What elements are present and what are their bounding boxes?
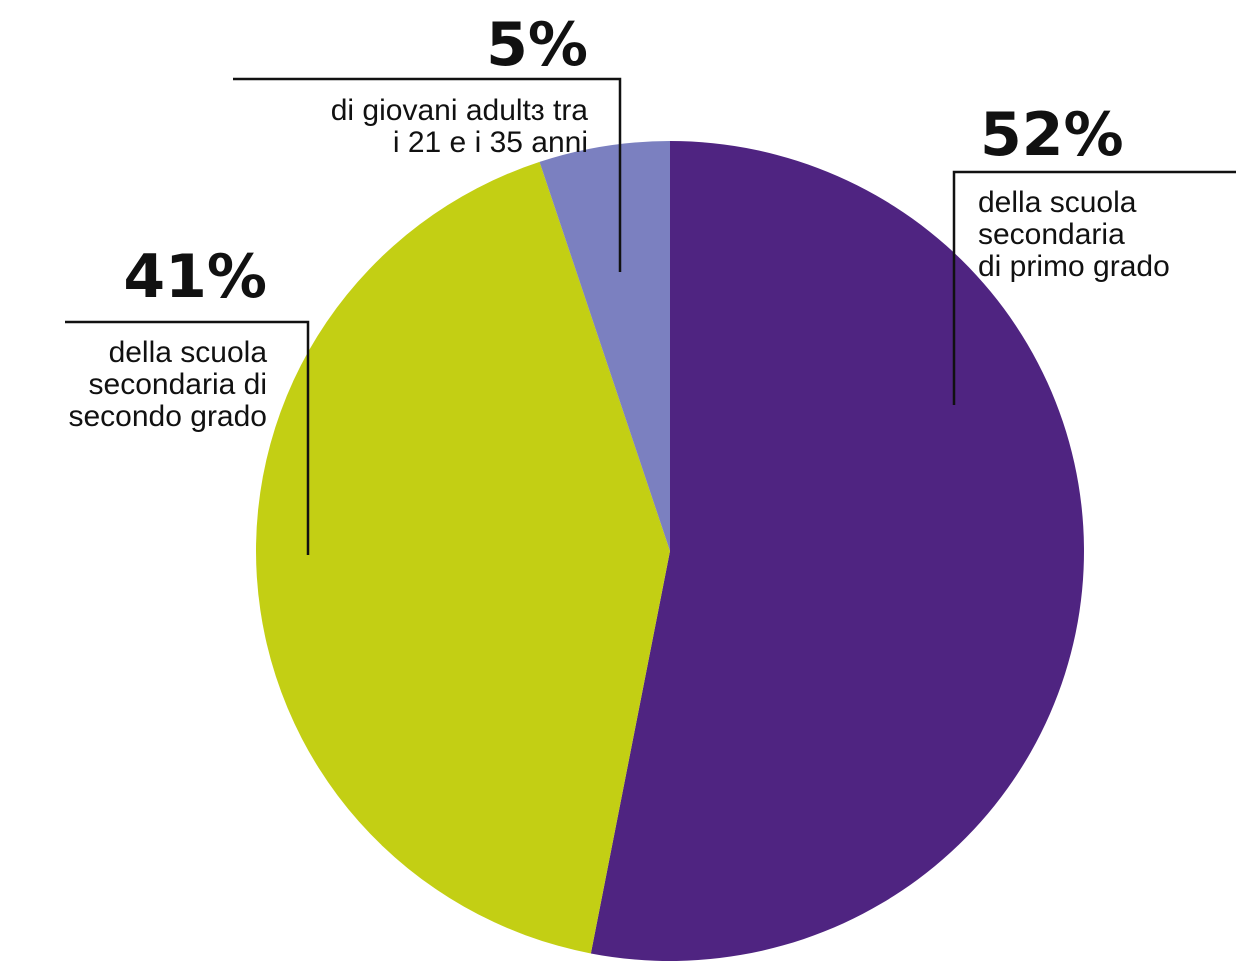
description-primo-line3: di primo grado bbox=[978, 250, 1170, 283]
pie-slice-adulti bbox=[539, 141, 670, 551]
description-primo-line2: secondaria bbox=[978, 218, 1125, 251]
leader-line-adulti bbox=[233, 77, 622, 272]
description-adulti-line1: di giovani adultɜ tra bbox=[331, 94, 589, 127]
label-group-adulti: 5% di giovani adultɜ tra i 21 e i 35 ann… bbox=[233, 10, 622, 272]
label-group-primo: 52% della scuola secondaria di primo gra… bbox=[952, 100, 1236, 405]
leader-line-primo bbox=[952, 170, 1236, 405]
description-secondo-line2: secondaria di bbox=[89, 368, 267, 401]
leader-line-secondo bbox=[65, 320, 310, 555]
pie-slices bbox=[256, 141, 1084, 961]
percent-label-adulti: 5% bbox=[486, 10, 588, 80]
percent-label-primo: 52% bbox=[980, 100, 1124, 170]
pie-slice-secondo bbox=[256, 161, 670, 954]
label-group-secondo: 41% della scuola secondaria di secondo g… bbox=[65, 242, 310, 555]
description-adulti-line2: i 21 e i 35 anni bbox=[393, 126, 588, 159]
description-secondo-line1: della scuola bbox=[109, 336, 268, 369]
description-secondo-line3: secondo grado bbox=[69, 400, 268, 433]
pie-slice-primo bbox=[590, 141, 1084, 961]
description-primo-line1: della scuola bbox=[978, 186, 1137, 219]
percent-label-secondo: 41% bbox=[123, 242, 267, 312]
